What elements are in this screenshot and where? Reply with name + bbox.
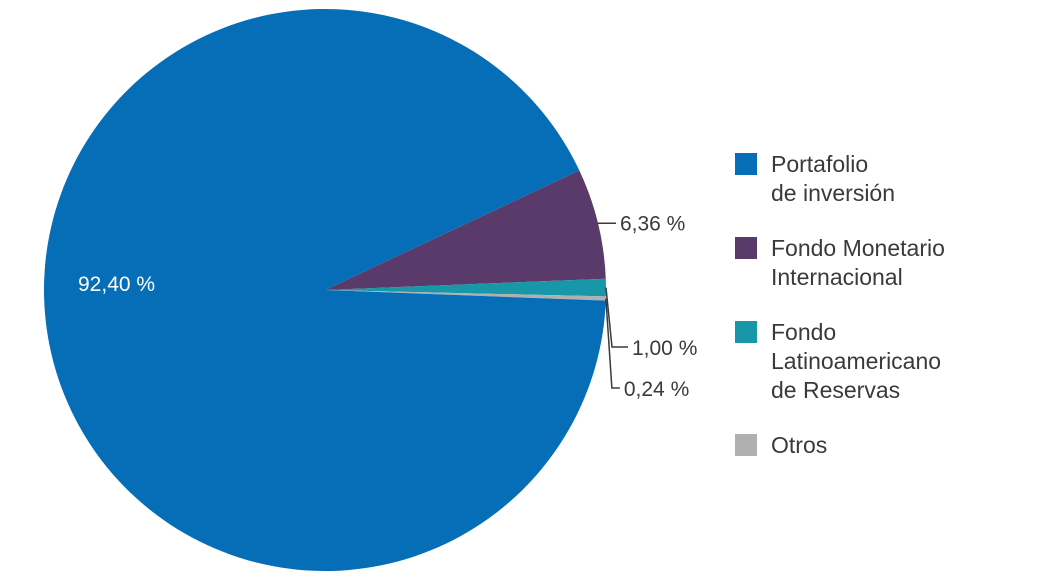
legend-label-otros: Otros — [771, 432, 828, 458]
legend-swatch-flar — [735, 321, 757, 343]
data-label-fmi: 6,36 % — [620, 212, 685, 235]
legend-swatch-otros — [735, 434, 757, 456]
legend-label-portafolio: Portafolio de inversión — [771, 151, 896, 206]
legend-label-fmi: Fondo Monetario Internacional — [771, 235, 945, 290]
data-label-flar: 1,00 % — [632, 337, 697, 360]
data-label-otros: 0,24 % — [624, 378, 689, 401]
legend-item-otros: Otros — [735, 431, 1025, 471]
leader-line-otros — [605, 298, 620, 389]
pie-slice-3 — [325, 290, 606, 301]
legend-item-fmi: Fondo Monetario Internacional — [735, 234, 1025, 318]
pie-slice-2 — [325, 278, 606, 297]
legend-item-flar: Fondo Latinoamericano de Reservas — [735, 318, 1025, 431]
legend-swatch-fmi — [735, 237, 757, 259]
pie-slice-0 — [43, 9, 606, 572]
pie-slice-1 — [325, 170, 606, 290]
leader-line-flar — [605, 287, 628, 348]
legend-label-flar: Fondo Latinoamericano de Reservas — [771, 319, 942, 403]
data-label-portafolio: 92,40 % — [78, 273, 155, 296]
chart-legend: Portafolio de inversión Fondo Monetario … — [735, 150, 1025, 471]
legend-swatch-portafolio — [735, 153, 757, 175]
legend-item-portafolio: Portafolio de inversión — [735, 150, 1025, 234]
